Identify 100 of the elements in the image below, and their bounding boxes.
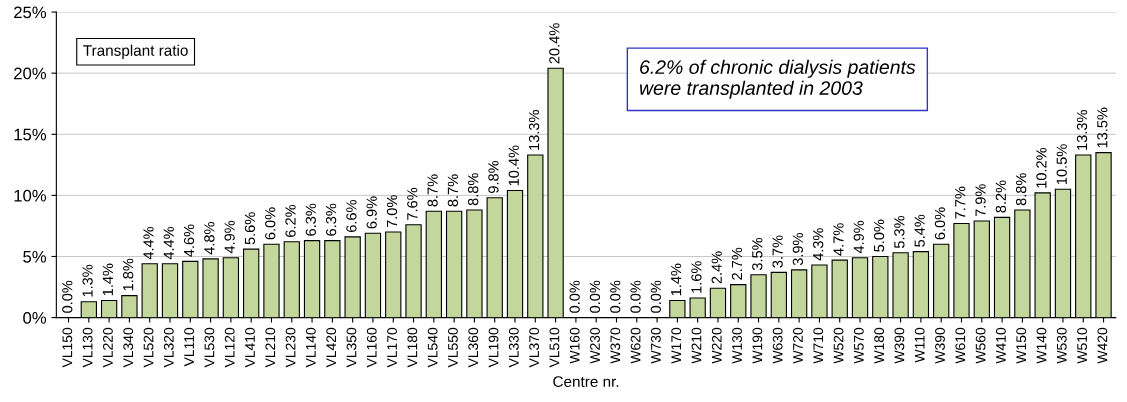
bar	[283, 241, 300, 318]
x-tick-label: VL190	[488, 327, 499, 368]
data-label: 0.0%	[62, 280, 73, 313]
x-tick-label: VL420	[326, 327, 337, 368]
bar	[486, 197, 503, 318]
data-label: 6.2%	[285, 204, 296, 237]
data-label: 6.0%	[934, 207, 946, 240]
bar	[303, 240, 321, 318]
data-label: 1.4%	[102, 263, 113, 296]
bar	[263, 243, 280, 318]
data-label: 13.5%	[1097, 107, 1108, 148]
bar	[141, 263, 158, 318]
bar	[506, 189, 524, 318]
bar	[243, 248, 260, 318]
x-tick-label: W530	[1056, 327, 1067, 364]
bar	[770, 271, 788, 318]
data-label: 6.3%	[325, 203, 337, 236]
data-label: 2.4%	[711, 251, 722, 284]
x-tick-label: W560	[975, 327, 986, 364]
x-tick-label: W730	[650, 327, 661, 364]
data-label: 0.0%	[589, 280, 601, 313]
data-label: 4.3%	[813, 228, 824, 261]
data-label: 5.6%	[244, 212, 256, 245]
bar	[445, 210, 463, 318]
x-tick-label: W520	[833, 327, 844, 364]
bar	[993, 216, 1011, 318]
bar	[324, 240, 341, 318]
data-label: 5.3%	[894, 215, 905, 249]
y-tick-label: 5%	[23, 250, 47, 263]
x-tick-label: W630	[772, 327, 783, 364]
data-label: 4.8%	[204, 222, 215, 255]
data-label: 1.3%	[82, 264, 93, 297]
x-tick-label: VL160	[366, 327, 377, 368]
x-tick-label: W110	[914, 327, 925, 363]
bar	[831, 259, 848, 318]
x-axis-title: Centre nr.	[553, 376, 619, 388]
data-label: 1.4%	[671, 263, 682, 296]
data-label: 8.7%	[447, 174, 459, 207]
data-label: 5.4%	[914, 214, 925, 247]
x-tick-label: VL130	[82, 327, 93, 368]
x-tick-label: W220	[711, 327, 722, 364]
data-label: 7.0%	[386, 195, 398, 228]
y-tick-label: 25%	[14, 6, 47, 19]
data-label: 0.0%	[610, 280, 621, 313]
bar	[1075, 154, 1092, 318]
x-tick-label: VL360	[468, 327, 479, 368]
x-tick-label: W130	[732, 327, 742, 364]
bar	[669, 299, 686, 318]
data-label: 10.2%	[1036, 147, 1047, 188]
bar	[689, 297, 706, 318]
bar	[100, 299, 118, 318]
x-tick-label: VL340	[123, 327, 134, 368]
data-label: 8.2%	[995, 180, 1006, 213]
x-tick-label: W390	[935, 327, 945, 364]
data-label: 4.4%	[163, 226, 174, 260]
data-label: 3.9%	[792, 233, 804, 266]
data-label: 4.6%	[183, 224, 195, 257]
x-tick-label: VL220	[103, 327, 113, 368]
x-tick-label: W210	[691, 327, 702, 364]
x-tick-label: W410	[995, 327, 1006, 364]
x-tick-label: VL530	[204, 327, 215, 368]
y-tick-label: 0%	[23, 311, 47, 324]
x-tick-label: VL510	[549, 327, 560, 368]
x-tick-label: VL370	[529, 327, 540, 368]
bar	[344, 236, 361, 318]
bar	[933, 243, 950, 318]
x-tick-label: VL410	[245, 327, 255, 368]
bar	[364, 232, 382, 318]
data-label: 8.7%	[427, 174, 438, 207]
bar	[872, 255, 889, 318]
data-label: 0.0%	[630, 280, 641, 313]
x-tick-label: W710	[813, 327, 824, 364]
x-tick-label: W150	[1016, 327, 1027, 364]
bar	[466, 209, 483, 318]
data-label: 4.7%	[833, 223, 844, 256]
x-tick-label: W370	[610, 327, 621, 364]
data-label: 0.0%	[569, 280, 580, 313]
bar	[750, 274, 767, 318]
x-tick-label: VL540	[427, 327, 438, 368]
x-tick-label: VL150	[62, 327, 73, 368]
bar	[405, 224, 422, 318]
x-tick-label: W140	[1036, 327, 1047, 364]
x-tick-label: W160	[569, 327, 580, 364]
data-label: 5.0%	[873, 219, 885, 252]
bar	[161, 263, 179, 318]
x-tick-label: VL330	[508, 327, 519, 368]
x-tick-label: VL230	[285, 327, 296, 368]
data-label: 0.0%	[650, 280, 661, 313]
data-label: 20.4%	[549, 23, 560, 64]
data-label: 7.7%	[955, 186, 966, 219]
data-label: 4.9%	[224, 220, 235, 254]
x-tick-label: W570	[853, 327, 864, 364]
data-label: 1.8%	[123, 258, 134, 291]
x-tick-label: VL110	[184, 327, 195, 367]
data-label: 8.8%	[468, 173, 479, 206]
data-label: 8.8%	[1015, 173, 1027, 206]
x-tick-label: W180	[874, 327, 885, 364]
bar	[121, 295, 138, 318]
data-label: 4.9%	[853, 220, 864, 254]
bar	[953, 222, 970, 318]
